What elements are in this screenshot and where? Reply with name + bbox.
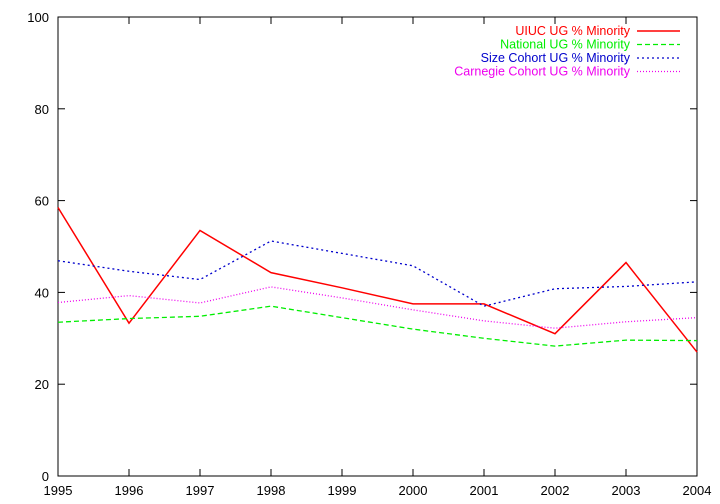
- legend-label: National UG % Minority: [500, 38, 631, 52]
- y-tick-label: 100: [27, 10, 49, 25]
- x-tick-label: 2003: [612, 483, 641, 498]
- series-line-3: [57, 286, 698, 329]
- x-tick-label: 2001: [470, 483, 499, 498]
- y-tick-label: 60: [35, 194, 49, 209]
- x-tick-label: 1998: [257, 483, 286, 498]
- legend-label: Carnegie Cohort UG % Minority: [454, 65, 631, 79]
- legend-label: Size Cohort UG % Minority: [481, 51, 631, 65]
- y-tick-label: 80: [35, 102, 49, 117]
- series-line-0: [57, 207, 698, 353]
- series-line-1: [57, 305, 698, 347]
- x-tick-label: 2002: [541, 483, 570, 498]
- y-tick-label: 0: [42, 469, 49, 484]
- x-axis: 1995 1996 1997 1998 1999 2000 2001 2002 2003 2004: [44, 17, 712, 498]
- x-tick-label: 1999: [328, 483, 357, 498]
- y-tick-label: 20: [35, 377, 49, 392]
- plot-border: [57, 16, 698, 477]
- y-tick-label: 40: [35, 285, 49, 300]
- series-layer: [57, 207, 698, 353]
- x-tick-label: 1996: [115, 483, 144, 498]
- legend-label: UIUC UG % Minority: [515, 24, 630, 38]
- plot-frame: [57, 16, 698, 477]
- x-tick-label: 1995: [44, 483, 73, 498]
- x-tick-label: 2004: [683, 483, 712, 498]
- x-tick-label: 1997: [186, 483, 215, 498]
- x-tick-label: 2000: [399, 483, 428, 498]
- y-axis: 0 20 40 60 80 100: [27, 10, 697, 484]
